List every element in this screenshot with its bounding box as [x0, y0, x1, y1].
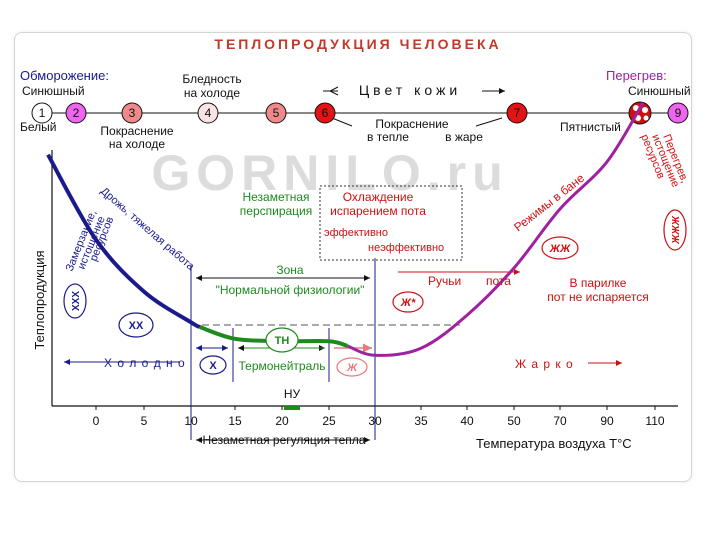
- in-hot-label: в жаре: [445, 130, 483, 144]
- svg-text:4: 4: [205, 106, 212, 120]
- badge-zh-star: Ж*: [392, 291, 424, 313]
- svg-text:Ж: Ж: [346, 362, 358, 374]
- streams-label: Ручьи: [428, 274, 461, 288]
- reddening-cold-label-2: на холоде: [109, 137, 165, 151]
- thermoneutral-label: Термонейтраль: [238, 359, 325, 373]
- x-tick-label: 90: [600, 414, 614, 428]
- unnoticed-persp-label-2: перспирация: [240, 204, 312, 218]
- overheat-label: Перегрев:: [606, 68, 667, 83]
- badge-zhzh: ЖЖ: [541, 236, 579, 260]
- y-axis-label: Теплопродукция: [32, 250, 47, 349]
- x-tick-label: 35: [414, 414, 428, 428]
- skin-circle-7: 7: [506, 102, 528, 124]
- cooling-label: Охлаждение: [343, 190, 414, 204]
- spotty-label: Пятнистый: [560, 120, 621, 134]
- x-tick-label: 0: [93, 414, 100, 428]
- sweat-label: пота: [486, 274, 511, 288]
- x-tick-label: 15: [228, 414, 242, 428]
- x-tick-label: 70: [553, 414, 567, 428]
- x-tick-label: 110: [645, 414, 664, 428]
- skin-circle-9: 9: [667, 102, 689, 124]
- svg-text:2: 2: [73, 106, 80, 120]
- x-axis-label: Температура воздуха T°C: [476, 436, 632, 451]
- curve-cold-segment: [46, 153, 201, 329]
- badge-tn: ТН: [265, 327, 299, 353]
- page-title: ТЕПЛОПРОДУКЦИЯ ЧЕЛОВЕКА: [214, 36, 501, 52]
- sauna-label: В парилке: [570, 276, 627, 290]
- svg-text:1: 1: [39, 106, 46, 120]
- hot-label: Ж а р к о: [515, 357, 574, 371]
- cyanotic-left-label: Синюшный: [22, 84, 85, 98]
- cooling-label-2: испарением пота: [330, 204, 426, 218]
- watermark: GORNILO.ru: [151, 145, 508, 201]
- x-tick-label: 40: [460, 414, 474, 428]
- effective-label: эффективно: [324, 227, 388, 239]
- in-heat-label: в тепле: [367, 130, 409, 144]
- nu-label: НУ: [284, 387, 301, 401]
- svg-text:5: 5: [273, 106, 280, 120]
- svg-text:Ж*: Ж*: [400, 297, 416, 309]
- skin-circle-2: 2: [65, 102, 87, 124]
- curve-heat-segment: [346, 102, 645, 357]
- svg-text:ХХХ: ХХХ: [71, 291, 82, 311]
- white-label: Белый: [20, 120, 56, 134]
- svg-text:3: 3: [129, 106, 136, 120]
- svg-text:ЖЖ: ЖЖ: [549, 243, 571, 255]
- svg-text:ЖЖЖ: ЖЖЖ: [671, 215, 682, 245]
- skin-circle-6: 6: [314, 102, 336, 124]
- svg-text:9: 9: [675, 106, 682, 120]
- pale-label-2: на холоде: [184, 86, 240, 100]
- x-tick-label: 50: [507, 414, 521, 428]
- svg-text:7: 7: [514, 106, 521, 120]
- ineffective-label: неэффективно: [368, 242, 444, 254]
- cold-label: Х о л о д н о: [104, 356, 186, 370]
- frostbite-label: Обморожение:: [20, 68, 109, 83]
- skin-circle-4: 4: [197, 102, 219, 124]
- svg-text:6: 6: [322, 106, 329, 120]
- skin-circle-5: 5: [265, 102, 287, 124]
- cyanotic-right-label: Синюшный: [628, 84, 691, 98]
- badge-xx: ХХ: [118, 312, 154, 338]
- badge-xxx: ХХХ: [63, 283, 87, 319]
- x-tick-label: 20: [275, 414, 289, 428]
- reddening-warm-label: Покраснение: [375, 117, 449, 131]
- svg-text:ТН: ТН: [275, 335, 290, 347]
- badge-x: Х: [199, 355, 227, 375]
- svg-text:Х: Х: [209, 360, 217, 372]
- reddening-cold-label: Покраснение: [100, 124, 174, 138]
- zone-label-2: "Нормальной физиологии": [216, 283, 365, 297]
- unnoticed-persp-label: Незаметная: [242, 190, 309, 204]
- skin-circle-3: 3: [121, 102, 143, 124]
- x-axis-ticks: 0 5 10 15 20 25 30 35 40 50 70 90 110: [93, 406, 665, 428]
- zone-label: Зона: [276, 263, 304, 277]
- pale-label: Бледность: [182, 72, 241, 86]
- skin-circle-1: 1: [31, 102, 53, 124]
- sauna-label-2: пот не испаряется: [547, 290, 648, 304]
- svg-text:ХХ: ХХ: [129, 320, 144, 332]
- x-tick-label: 25: [322, 414, 336, 428]
- badge-zh: Ж: [336, 357, 368, 377]
- x-tick-label: 5: [141, 414, 148, 428]
- badge-zhzhzh: ЖЖЖ: [663, 209, 687, 251]
- skin-color-label: Цвет кожи: [359, 82, 461, 98]
- bath-label: Режимы в бане: [511, 171, 587, 235]
- unnoticed-regulation-label: Незаметная регуляция тепла: [203, 433, 366, 447]
